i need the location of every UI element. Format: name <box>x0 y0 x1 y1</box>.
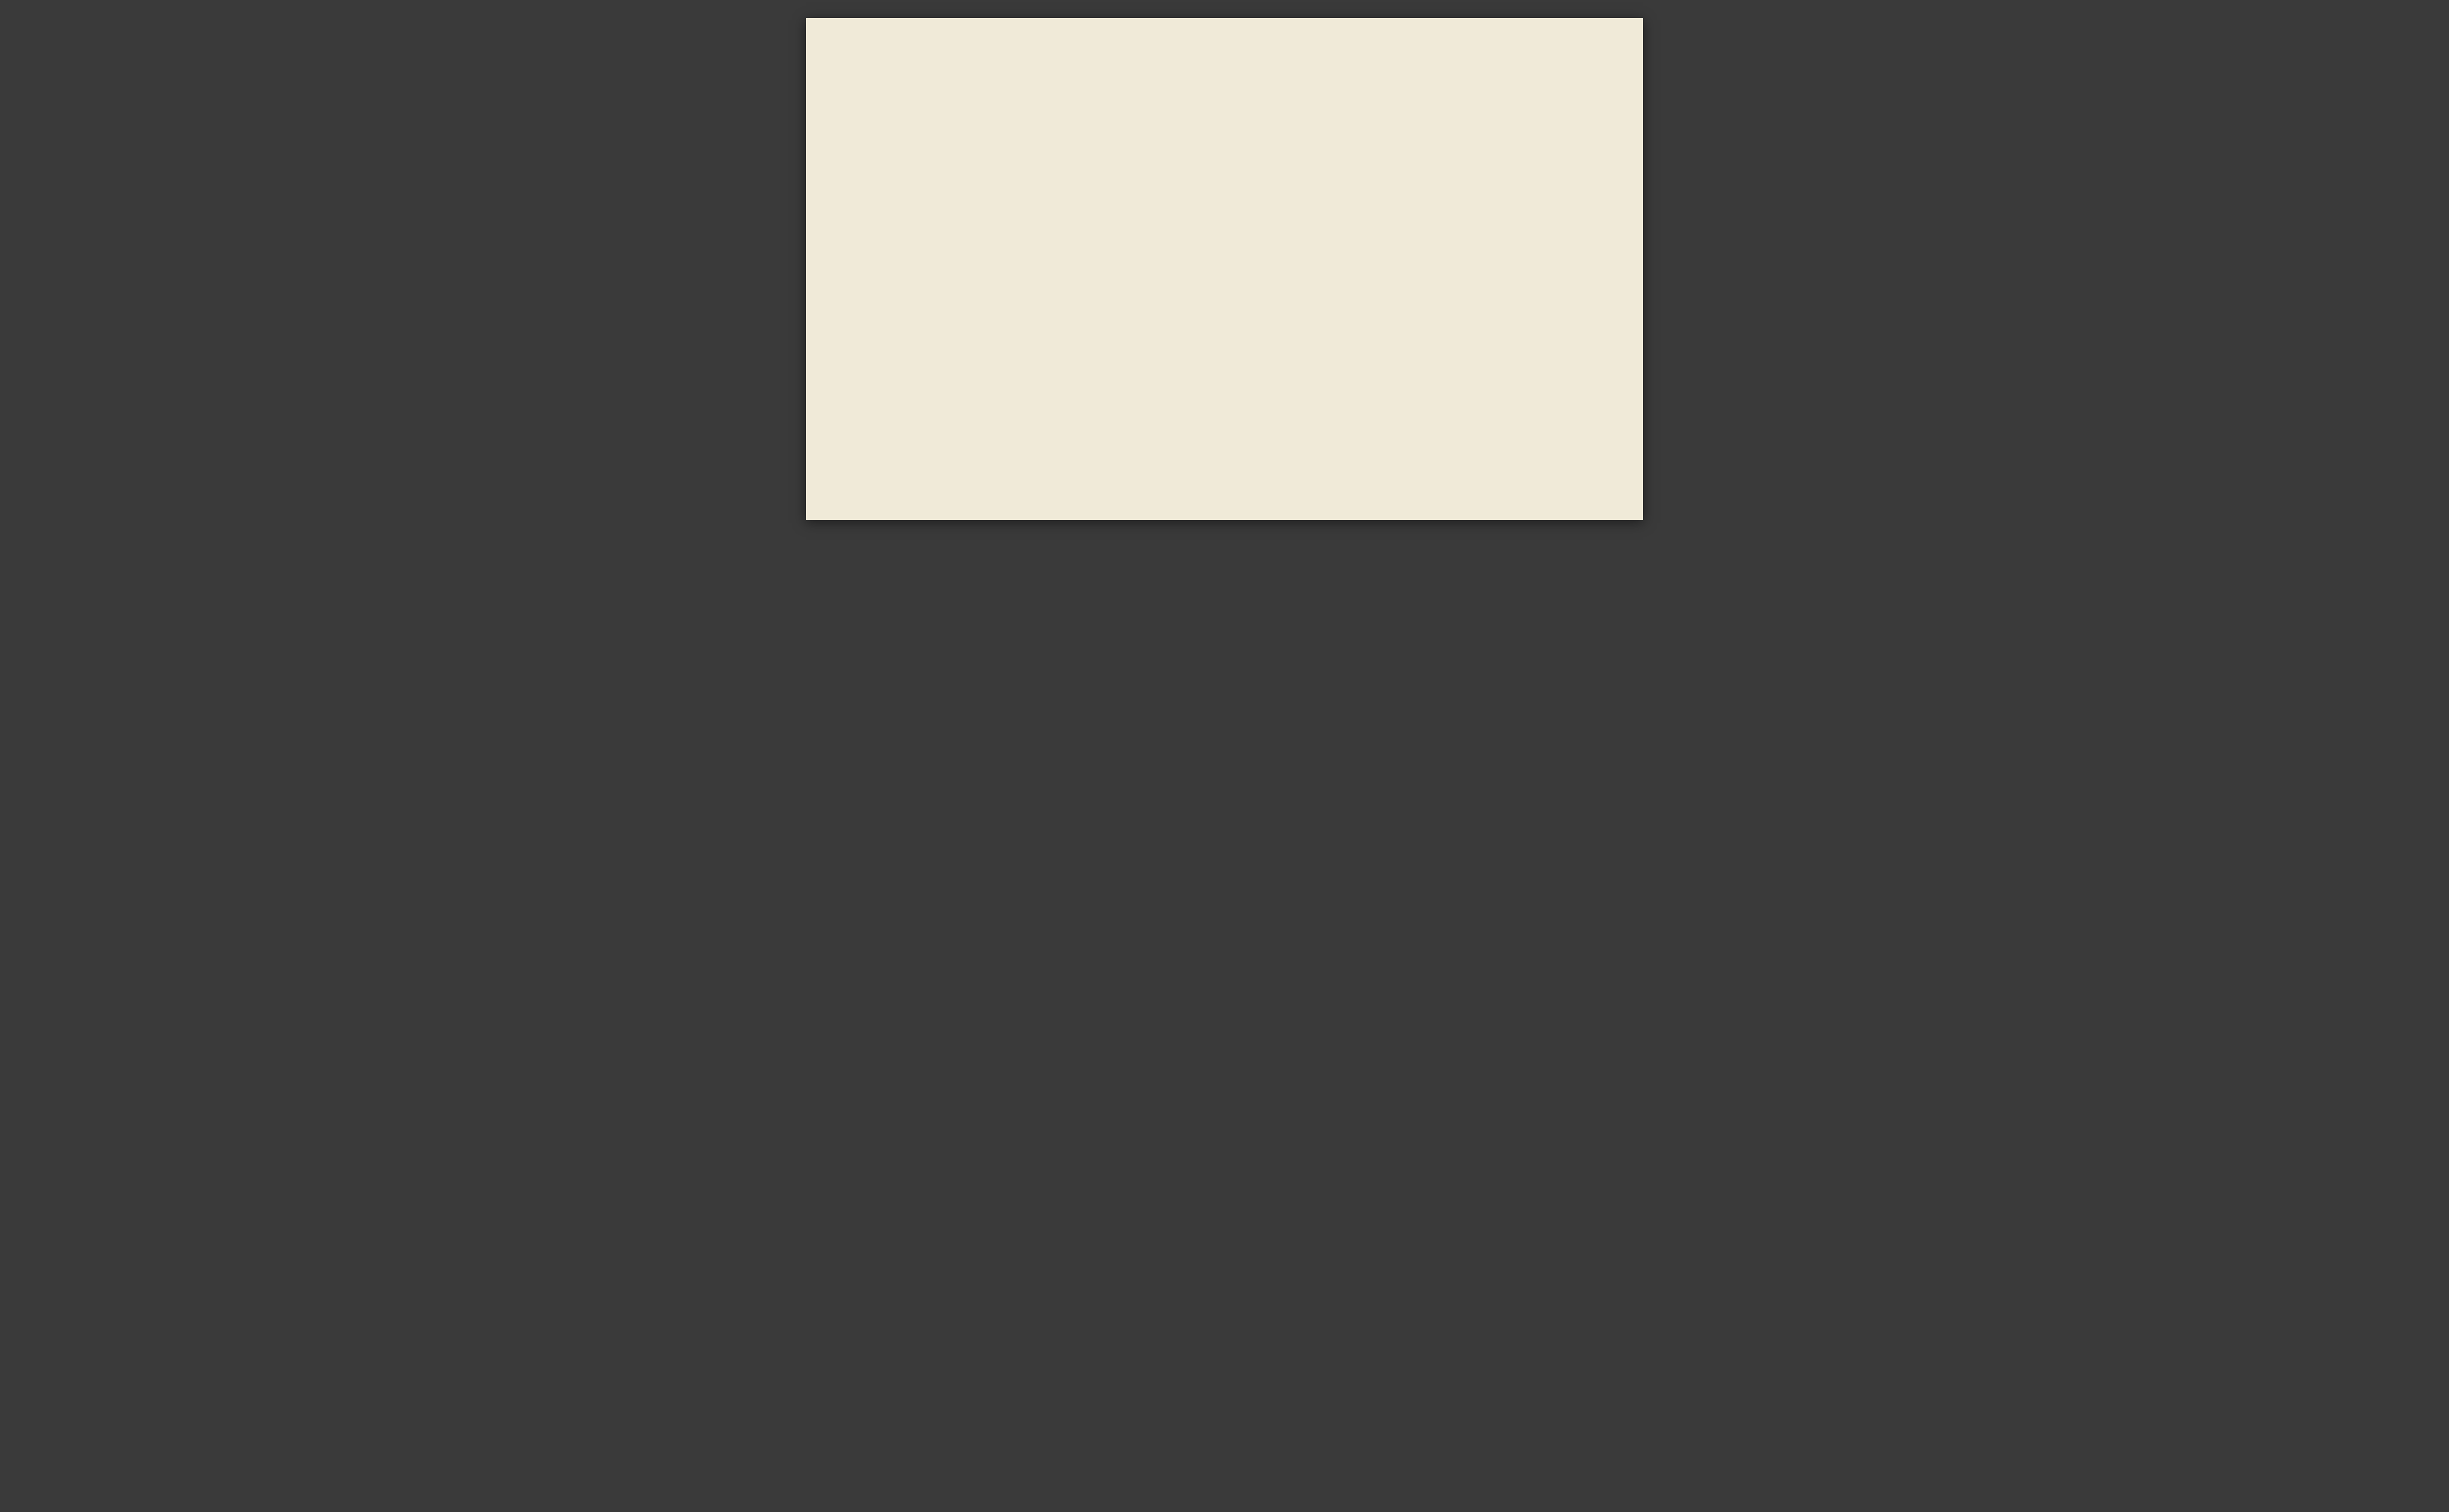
table-header <box>823 35 1626 100</box>
census-table <box>823 35 1626 100</box>
column-header-row <box>823 43 1626 100</box>
census-page <box>806 18 1643 520</box>
column-number-row <box>823 35 1626 43</box>
